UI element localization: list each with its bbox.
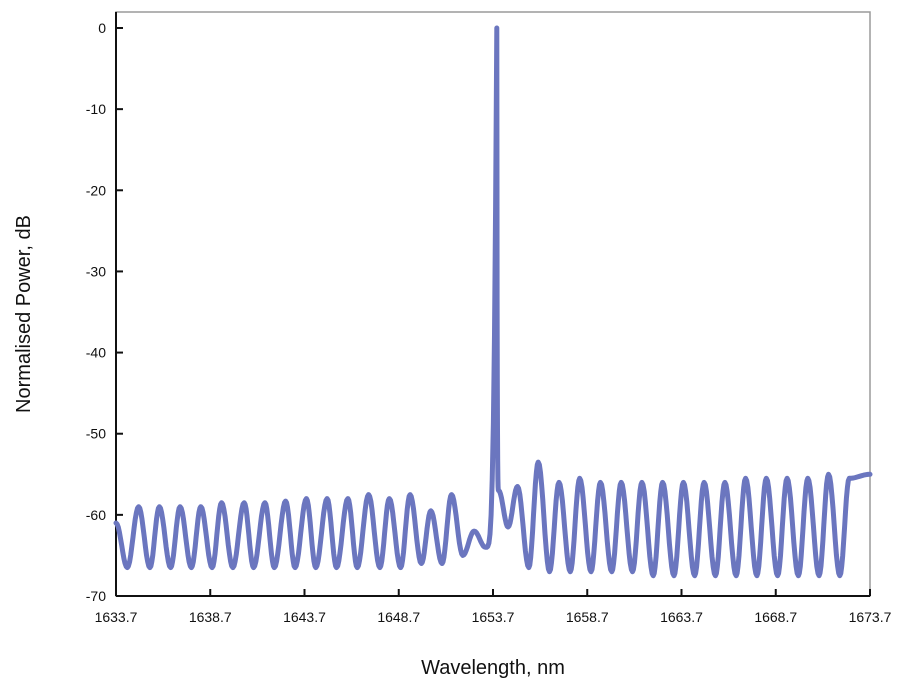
y-tick-label: -70	[86, 588, 106, 604]
x-tick-label: 1653.7	[472, 609, 515, 625]
x-axis-title: Wavelength, nm	[421, 657, 565, 679]
series-spectrum-line	[113, 25, 873, 579]
y-tick-label: -50	[86, 426, 106, 442]
y-axis-title: Normalised Power, dB	[13, 215, 35, 413]
x-tick-label: 1638.7	[189, 609, 232, 625]
x-tick-label: 1658.7	[566, 609, 609, 625]
x-tick-label: 1673.7	[849, 609, 892, 625]
x-tick-label: 1643.7	[283, 609, 326, 625]
y-tick-label: -60	[86, 507, 106, 523]
y-tick-label: -20	[86, 182, 106, 198]
x-tick-label: 1633.7	[95, 609, 138, 625]
y-tick-label: -30	[86, 263, 106, 279]
x-tick-label: 1648.7	[377, 609, 420, 625]
x-axis-ticks: 1633.7 1638.7 1643.7 1648.7 1653.7 1658.7 1663…	[95, 589, 892, 625]
y-tick-label: -10	[86, 101, 106, 117]
y-tick-label: 0	[98, 20, 106, 36]
y-axis-ticks: 0 -10 -20 -30 -40 -50 -60 -70	[86, 20, 123, 604]
x-tick-label: 1668.7	[754, 609, 797, 625]
x-tick-label: 1663.7	[660, 609, 703, 625]
y-tick-label: -40	[86, 345, 106, 361]
